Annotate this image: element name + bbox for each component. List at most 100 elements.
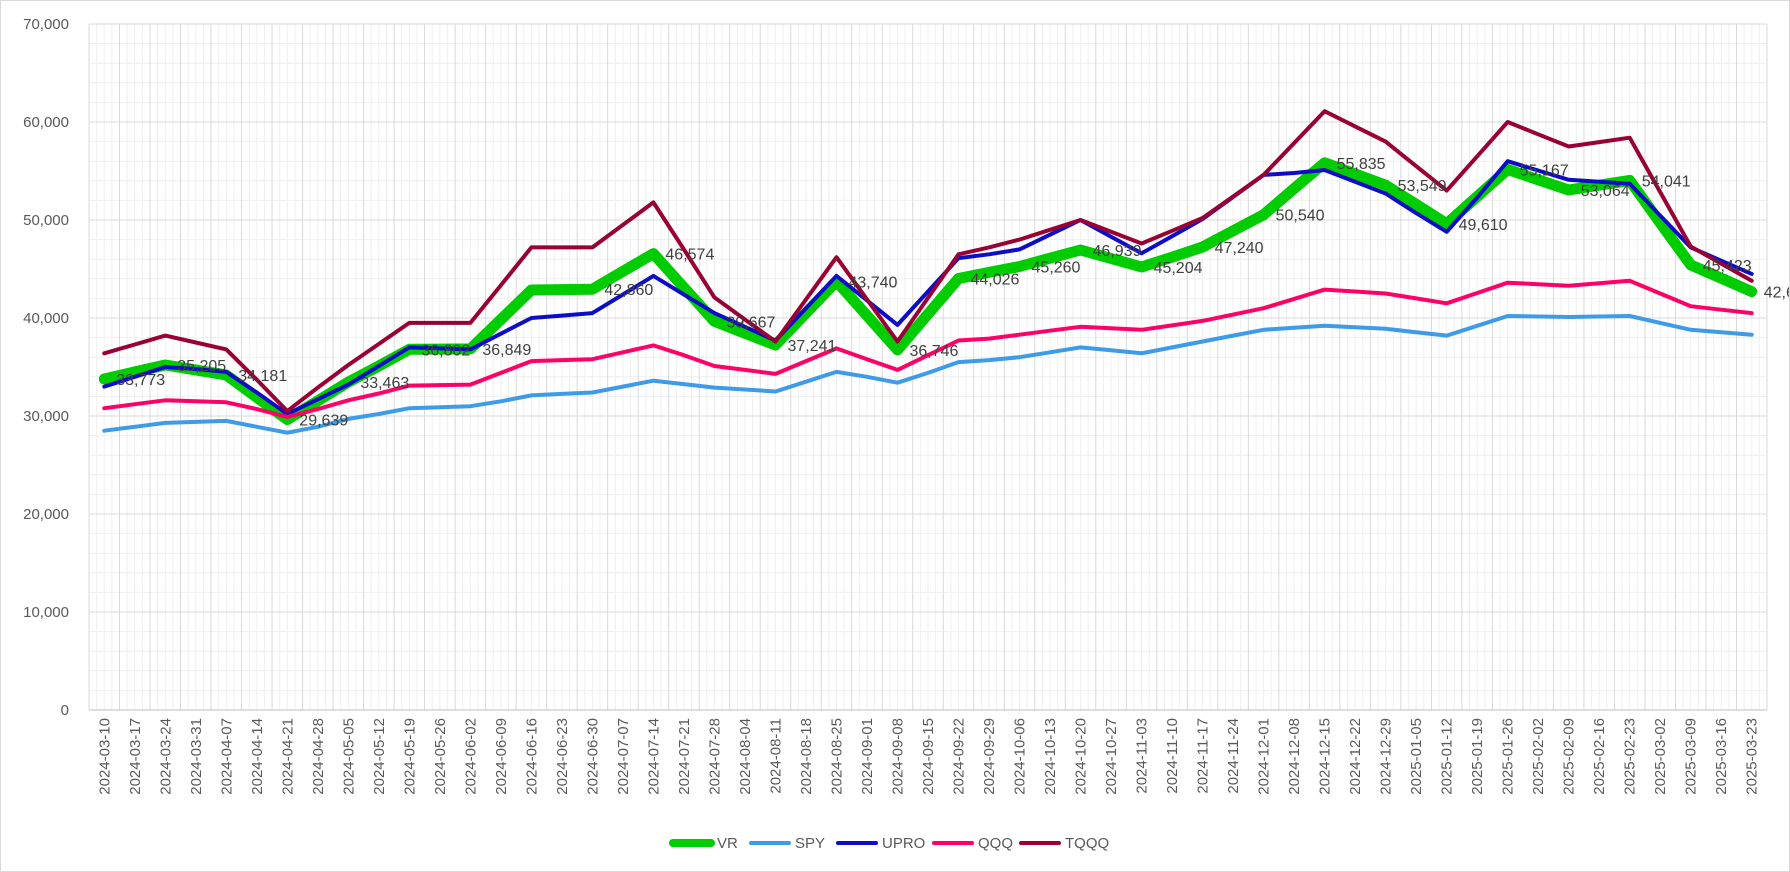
- data-label: 55,835: [1337, 156, 1386, 173]
- x-tick-label: 2025-02-02: [1530, 718, 1547, 795]
- y-tick-label: 70,000: [23, 16, 69, 33]
- data-label: 29,639: [299, 413, 348, 430]
- x-tick-label: 2025-01-05: [1408, 718, 1425, 795]
- x-tick-label: 2025-02-23: [1622, 718, 1639, 795]
- x-tick-label: 2024-10-27: [1103, 718, 1120, 795]
- x-tick-label: 2024-08-11: [767, 718, 784, 794]
- data-label: 39,667: [726, 314, 775, 331]
- x-tick-label: 2024-08-04: [737, 718, 754, 795]
- y-tick-label: 30,000: [23, 408, 69, 425]
- x-tick-label: 2025-01-12: [1439, 718, 1456, 795]
- x-tick-label: 2025-02-09: [1561, 718, 1578, 795]
- x-tick-label: 2024-03-31: [188, 718, 205, 795]
- x-tick-label: 2024-03-10: [96, 718, 113, 795]
- x-tick-label: 2024-03-17: [127, 718, 144, 795]
- legend-label-spy: SPY: [795, 835, 825, 852]
- x-tick-label: 2024-09-01: [859, 718, 876, 795]
- series-line-qqq: [102, 278, 1754, 419]
- x-tick-label: 2024-12-08: [1286, 718, 1303, 795]
- x-tick-label: 2024-11-24: [1225, 718, 1242, 794]
- x-tick-label: 2025-03-02: [1652, 718, 1669, 795]
- x-tick-label: 2024-07-07: [615, 718, 632, 795]
- x-tick-label: 2024-04-28: [310, 718, 327, 795]
- x-tick-label: 2024-07-28: [706, 718, 723, 795]
- series-lines: [98, 109, 1758, 435]
- legend-label-upro: UPRO: [882, 835, 925, 852]
- y-tick-label: 60,000: [23, 114, 69, 131]
- x-tick-label: 2024-12-15: [1317, 718, 1334, 795]
- data-label: 43,740: [848, 274, 897, 291]
- minor-gridlines: [89, 24, 1767, 710]
- x-tick-label: 2024-09-22: [951, 718, 968, 795]
- x-tick-labels: 2024-03-10 2024-03-17 2024-03-24 2024-03-31…: [96, 718, 1760, 795]
- y-tick-label: 20,000: [23, 506, 69, 523]
- series-line-spy: [102, 314, 1754, 435]
- x-tick-label: 2024-10-20: [1073, 718, 1090, 795]
- data-label: 36,746: [909, 343, 958, 360]
- x-tick-label: 2024-09-29: [981, 718, 998, 795]
- x-tick-label: 2024-06-23: [554, 718, 571, 795]
- data-label: 46,574: [665, 247, 714, 264]
- data-label: 49,610: [1459, 217, 1508, 234]
- legend-label-qqq: QQQ: [978, 835, 1013, 852]
- x-tick-label: 2024-12-22: [1347, 718, 1364, 795]
- x-tick-label: 2025-03-16: [1713, 718, 1730, 795]
- data-label: 55,167: [1520, 162, 1569, 179]
- y-tick-labels: 0 10,000 20,000 30,000 40,000 50,000 60,000 70,…: [23, 16, 69, 719]
- data-label: 36,849: [482, 342, 531, 359]
- data-label: 47,240: [1215, 240, 1264, 257]
- x-tick-label: 2024-06-16: [523, 718, 540, 795]
- x-tick-label: 2024-08-25: [828, 718, 845, 795]
- x-tick-label: 2025-01-19: [1469, 718, 1486, 795]
- x-tick-label: 2024-04-14: [249, 718, 266, 795]
- series-line-tqqq: [102, 109, 1754, 414]
- x-tick-label: 2024-11-17: [1195, 718, 1212, 794]
- x-tick-label: 2024-12-01: [1256, 718, 1273, 795]
- x-tick-label: 2024-05-12: [371, 718, 388, 795]
- data-label: 44,026: [971, 272, 1020, 289]
- x-tick-label: 2024-11-10: [1164, 718, 1181, 794]
- x-tick-label: 2025-03-09: [1683, 718, 1700, 795]
- data-label: 37,241: [787, 338, 836, 355]
- x-tick-label: 2024-07-21: [676, 718, 693, 795]
- x-tick-label: 2024-12-29: [1378, 718, 1395, 795]
- x-tick-label: 2025-03-23: [1744, 718, 1761, 795]
- data-label: 34,181: [238, 368, 287, 385]
- x-tick-label: 2024-07-14: [645, 718, 662, 795]
- x-tick-label: 2025-01-26: [1500, 718, 1517, 795]
- data-labels: 33,773 35,205 34,181 29,639 33,463 36,802 36,8…: [116, 156, 1789, 430]
- x-tick-label: 2024-06-02: [462, 718, 479, 795]
- x-tick-label: 2024-05-19: [401, 718, 418, 795]
- data-label: 35,205: [177, 358, 226, 375]
- data-label: 33,463: [360, 375, 409, 392]
- x-tick-label: 2024-05-26: [432, 718, 449, 795]
- data-label: 33,773: [116, 372, 165, 389]
- x-tick-label: 2024-04-07: [218, 718, 235, 795]
- legend-label-vr: VR: [717, 835, 738, 852]
- x-tick-label: 2024-06-09: [493, 718, 510, 795]
- x-tick-label: 2024-11-03: [1134, 718, 1151, 794]
- x-tick-label: 2024-10-06: [1012, 718, 1029, 795]
- x-tick-label: 2024-09-08: [889, 718, 906, 795]
- y-tick-label: 10,000: [23, 604, 69, 621]
- data-label: 50,540: [1276, 208, 1325, 225]
- legend-label-tqqq: TQQQ: [1065, 835, 1109, 852]
- data-label: 45,260: [1032, 259, 1081, 276]
- data-label: 53,064: [1581, 183, 1630, 200]
- data-label: 54,041: [1642, 173, 1691, 190]
- data-label: 45,423: [1703, 258, 1752, 275]
- x-tick-label: 2024-05-05: [340, 718, 357, 795]
- data-label: 53,549: [1398, 178, 1447, 195]
- x-tick-label: 2024-08-18: [798, 718, 815, 795]
- series-line-upro: [102, 159, 1754, 416]
- data-label: 42,695: [1764, 285, 1789, 302]
- x-tick-label: 2024-06-30: [584, 718, 601, 795]
- x-tick-label: 2024-10-13: [1042, 718, 1059, 795]
- legend: VR SPY UPRO QQQ TQQQ: [669, 835, 1109, 852]
- x-tick-label: 2024-04-21: [279, 718, 296, 795]
- y-tick-label: 40,000: [23, 310, 69, 327]
- x-tick-label: 2024-03-24: [157, 718, 174, 795]
- y-tick-label: 0: [61, 702, 69, 719]
